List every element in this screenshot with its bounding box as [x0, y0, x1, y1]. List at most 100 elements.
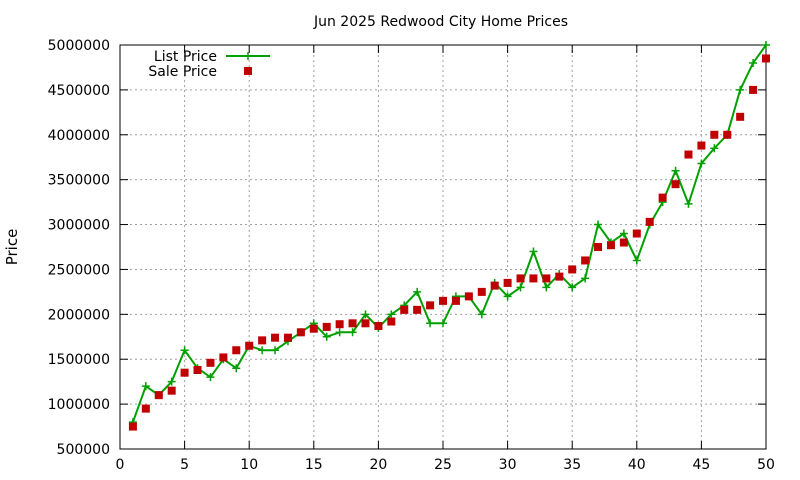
data-point: [606, 241, 615, 250]
data-point: [283, 333, 292, 342]
data-point: [426, 319, 435, 328]
data-point: [684, 199, 693, 208]
x-tick-label: 20: [369, 457, 387, 473]
data-point: [658, 193, 667, 202]
data-point: [555, 272, 564, 281]
data-point: [762, 41, 770, 49]
data-point: [568, 283, 577, 292]
data-point: [542, 283, 551, 292]
x-tick-label: 10: [240, 457, 258, 473]
x-tick-label: 50: [757, 457, 775, 473]
plot-frame: [119, 44, 767, 450]
data-point: [322, 332, 331, 341]
data-point: [387, 317, 396, 326]
data-point: [542, 274, 551, 283]
data-point: [245, 341, 254, 350]
x-tick-label: 0: [116, 457, 125, 473]
data-point: [387, 310, 396, 319]
data-point: [439, 319, 447, 328]
data-point: [503, 278, 512, 287]
data-point: [361, 319, 370, 328]
x-tick-label: 45: [692, 457, 710, 473]
data-point: [581, 274, 590, 283]
chart-title: Jun 2025 Redwood City Home Prices: [313, 14, 568, 30]
legend-square-marker: [244, 67, 252, 75]
data-point: [529, 274, 538, 283]
x-tick-label: 40: [628, 457, 646, 473]
data-point: [206, 373, 215, 382]
data-point: [697, 159, 706, 168]
data-point: [232, 364, 241, 373]
legend-cross-marker: [244, 52, 252, 60]
y-axis-tick-labels: 500000 1000000 1500000 2000000 2500000 300000…: [48, 38, 110, 458]
data-point: [167, 386, 176, 395]
data-point: [167, 377, 176, 386]
series-line: [131, 44, 767, 423]
data-point: [413, 305, 422, 314]
data-point: [335, 328, 344, 337]
data-point: [594, 243, 603, 251]
y-tick-label: 3500000: [48, 173, 110, 189]
data-point: [632, 229, 641, 238]
data-point: [619, 229, 628, 238]
data-point: [477, 287, 486, 296]
data-point: [568, 265, 577, 274]
data-point: [180, 368, 189, 377]
y-tick-label: 1500000: [48, 352, 110, 368]
y-tick-label: 2000000: [48, 307, 110, 323]
data-point: [645, 217, 654, 226]
y-tick-label: 2500000: [48, 262, 110, 278]
series-1: [128, 54, 770, 431]
data-point: [710, 130, 719, 139]
data-point: [581, 256, 590, 265]
data-point: [258, 336, 267, 345]
y-tick-label: 4000000: [48, 128, 110, 144]
data-point: [348, 328, 357, 337]
data-point: [632, 256, 641, 265]
data-point: [206, 358, 215, 367]
data-point: [697, 141, 706, 150]
data-point: [516, 274, 525, 283]
data-point: [749, 85, 758, 94]
data-point: [749, 58, 758, 67]
data-point: [671, 166, 680, 175]
data-point: [439, 296, 447, 305]
data-point: [594, 220, 603, 229]
data-point: [710, 144, 719, 153]
data-point: [296, 328, 305, 337]
x-tick-label: 30: [499, 457, 517, 473]
x-tick-label: 25: [434, 457, 452, 473]
data-point: [309, 324, 318, 333]
x-tick-label: 35: [563, 457, 581, 473]
data-point: [619, 238, 628, 247]
data-point: [671, 180, 680, 189]
data-point: [154, 391, 163, 400]
x-tick-label: 15: [305, 457, 323, 473]
data-point: [141, 404, 150, 413]
series-0: [128, 41, 770, 427]
y-tick-label: 3000000: [48, 218, 110, 234]
data-point: [180, 346, 189, 355]
y-tick-label: 500000: [57, 442, 110, 458]
data-point: [736, 112, 745, 121]
data-point: [335, 320, 344, 329]
x-tick-label: 5: [180, 457, 189, 473]
data-point: [193, 365, 202, 374]
data-point: [477, 310, 486, 319]
data-point: [348, 319, 357, 328]
data-point: [219, 353, 228, 362]
data-point: [271, 333, 280, 342]
y-axis-title: Price: [3, 229, 21, 266]
data-point: [141, 382, 150, 391]
y-tick-label: 5000000: [48, 38, 110, 54]
data-point: [271, 346, 280, 355]
x-axis-tick-labels: 0 5 10 15 20 25 30 35 40 45 50: [116, 457, 775, 473]
data-point: [490, 281, 499, 290]
data-point: [258, 346, 267, 355]
data-point: [723, 130, 732, 139]
data-point: [426, 301, 435, 310]
y-tick-label: 4500000: [48, 83, 110, 99]
data-point: [464, 292, 473, 301]
